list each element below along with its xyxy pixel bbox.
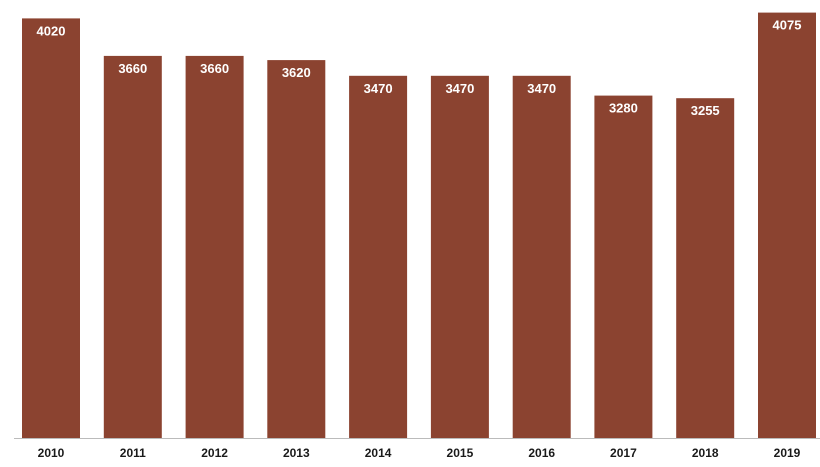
data-label-2012: 3660	[200, 61, 229, 76]
x-tick-labels: 2010 2011 2012 2013 2014 2015 2016 2017 2018 2019	[38, 446, 801, 460]
bar-2011	[103, 55, 162, 439]
x-tick-2018: 2018	[692, 446, 719, 460]
x-tick-2017: 2017	[610, 446, 637, 460]
data-labels: 4020 3660 3660 3620 3470 3470 3470 3280 3255 4075	[37, 18, 802, 119]
x-tick-2014: 2014	[365, 446, 392, 460]
data-label-2011: 3660	[118, 61, 147, 76]
x-tick-2019: 2019	[774, 446, 801, 460]
data-label-2016: 3470	[527, 81, 556, 96]
bar-2013	[267, 60, 326, 438]
bar-2012	[185, 55, 244, 439]
bar-2019	[758, 12, 816, 438]
x-tick-2015: 2015	[447, 446, 474, 460]
data-label-2017: 3280	[609, 101, 638, 116]
x-tick-2016: 2016	[528, 446, 555, 460]
data-label-2013: 3620	[282, 65, 311, 80]
bars-layer	[22, 12, 816, 439]
bar-2016	[512, 75, 571, 439]
data-label-2019: 4075	[773, 18, 802, 33]
data-label-2010: 4020	[37, 23, 66, 38]
x-tick-2011: 2011	[120, 446, 146, 460]
x-tick-2013: 2013	[283, 446, 310, 460]
bar-2010	[22, 18, 80, 439]
data-label-2014: 3470	[364, 81, 393, 96]
bar-2015	[430, 75, 489, 439]
data-label-2018: 3255	[691, 103, 720, 118]
bar-2017	[594, 95, 653, 438]
x-tick-2010: 2010	[38, 446, 65, 460]
data-label-2015: 3470	[445, 81, 474, 96]
bar-2018	[676, 98, 735, 438]
x-tick-2012: 2012	[201, 446, 228, 460]
bar-2014	[349, 75, 408, 439]
